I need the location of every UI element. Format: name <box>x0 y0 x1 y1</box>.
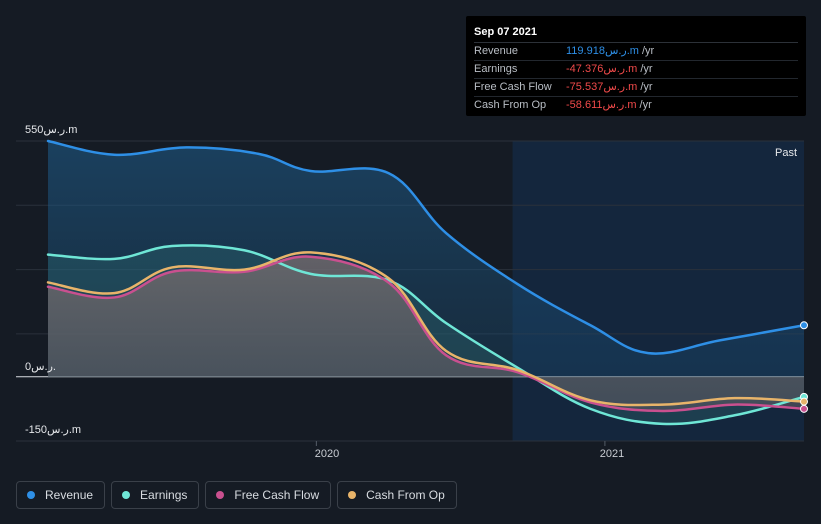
tooltip-value: 119.918ر.س.m <box>566 45 639 57</box>
y-tick-label-bottom: -150ر.س.m <box>25 424 82 436</box>
end-point-layer <box>800 321 808 413</box>
tooltip-label: Free Cash Flow <box>474 81 552 93</box>
tooltip-value: -58.611ر.س.m <box>566 99 637 111</box>
legend-label: Free Cash Flow <box>234 488 320 502</box>
line-layer <box>46 139 806 426</box>
cash-from-op-end-point <box>800 397 808 406</box>
earnings-line <box>46 244 806 426</box>
legend-label: Earnings <box>140 488 188 502</box>
x-tick-label-2020: 2020 <box>314 448 340 460</box>
tooltip-unit: /yr <box>640 81 653 93</box>
legend-item-earnings[interactable]: Earnings <box>111 481 200 509</box>
tooltip-label: Earnings <box>474 63 518 75</box>
legend-dot-icon <box>216 491 225 499</box>
y-tick-label-top: 550ر.س.m <box>25 124 78 136</box>
past-region-label: Past <box>774 147 797 159</box>
chart-legend: Revenue Earnings Free Cash Flow Cash Fro… <box>16 481 457 509</box>
tooltip-value: -75.537ر.س.m <box>566 81 638 93</box>
tooltip-label: Cash From Op <box>474 99 547 111</box>
legend-item-cash-from-op[interactable]: Cash From Op <box>337 481 457 509</box>
tooltip-label: Revenue <box>474 45 519 57</box>
cash-from-op-line <box>46 251 806 407</box>
legend-label: Revenue <box>45 488 94 502</box>
chart-tooltip: Sep 07 2021 Revenue 119.918ر.س.m /yr Ear… <box>466 16 806 116</box>
legend-dot-icon <box>122 491 131 499</box>
tooltip-unit: /yr <box>639 99 652 111</box>
tooltip-value: -47.376ر.س.m <box>566 63 638 75</box>
tooltip-date: Sep 07 2021 <box>474 24 798 43</box>
legend-dot-icon <box>348 491 357 499</box>
free-cash-flow-line <box>46 255 806 413</box>
legend-item-revenue[interactable]: Revenue <box>16 481 106 509</box>
legend-label: Cash From Op <box>366 488 445 502</box>
tooltip-row-cash-from-op: Cash From Op -58.611ر.س.m /yr <box>474 97 798 114</box>
tooltip-row-free-cash-flow: Free Cash Flow -75.537ر.س.m /yr <box>474 79 798 97</box>
legend-dot-icon <box>27 491 35 499</box>
legend-item-free-cash-flow[interactable]: Free Cash Flow <box>205 481 332 509</box>
tooltip-row-revenue: Revenue 119.918ر.س.m /yr <box>474 43 798 61</box>
tooltip-row-earnings: Earnings -47.376ر.س.m /yr <box>474 61 798 79</box>
tooltip-unit: /yr <box>640 63 653 75</box>
revenue-end-point <box>800 321 808 330</box>
free-cash-flow-end-point <box>800 404 808 413</box>
y-tick-label-zero: 0ر.س. <box>25 361 56 373</box>
x-tick-label-2021: 2021 <box>599 448 625 460</box>
revenue-line <box>46 139 806 355</box>
tooltip-unit: /yr <box>641 45 655 57</box>
